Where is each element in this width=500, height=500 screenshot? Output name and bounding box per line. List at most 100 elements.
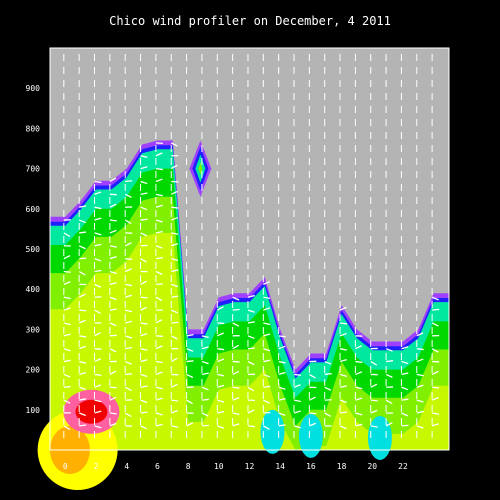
wind-barb — [78, 293, 86, 298]
wind-barb — [124, 386, 132, 391]
wind-barb — [140, 373, 148, 378]
wind-barb — [431, 322, 439, 327]
wind-barb — [125, 258, 133, 261]
wind-barb — [171, 258, 179, 262]
wind-barb — [155, 319, 163, 324]
wind-barb — [140, 232, 148, 237]
wind-barb — [339, 322, 348, 325]
wind-barb — [78, 245, 86, 250]
x-tick-label: 14 — [275, 462, 285, 471]
wind-barb — [124, 219, 132, 225]
y-tick-label: 300 — [26, 325, 41, 334]
wind-barb — [170, 335, 178, 340]
wind-barb — [125, 180, 133, 183]
wind-barb — [278, 398, 286, 401]
wind-barb — [263, 333, 271, 337]
wind-barb — [155, 423, 163, 427]
wind-barb — [140, 425, 148, 430]
wind-barb — [140, 280, 148, 285]
wind-barb — [432, 308, 440, 311]
wind-barb — [63, 348, 71, 352]
wind-barb — [63, 296, 71, 300]
wind-barb — [78, 319, 86, 324]
wind-barb — [370, 360, 378, 366]
cyan-pocket — [367, 415, 392, 460]
wind-barb — [385, 422, 393, 427]
wind-barb — [355, 386, 363, 390]
wind-barb — [431, 396, 439, 401]
wind-barb — [401, 412, 409, 417]
wind-barb — [79, 309, 87, 312]
wind-barb — [186, 360, 194, 363]
wind-barb — [401, 386, 409, 391]
wind-barb — [140, 411, 148, 414]
wind-barb — [278, 335, 286, 338]
wind-barb — [217, 410, 225, 414]
wind-barb — [140, 306, 148, 311]
shading-layers — [37, 140, 449, 490]
wind-barb — [339, 373, 347, 377]
wind-barb — [94, 410, 102, 414]
wind-barb — [155, 152, 163, 157]
wind-barb — [186, 373, 194, 379]
wind-barb — [171, 425, 179, 428]
wind-barb — [109, 255, 117, 260]
x-tick-label: 4 — [124, 462, 129, 471]
wind-barb — [216, 306, 224, 311]
wind-barb — [324, 386, 332, 391]
wind-barb — [278, 345, 286, 350]
wind-barb — [171, 399, 179, 402]
wind-barb — [201, 398, 209, 401]
wind-barb — [232, 386, 240, 389]
isolated-cell-ring — [198, 162, 203, 175]
wind-barb — [78, 386, 87, 390]
wind-barb — [263, 399, 270, 404]
wind-barb — [140, 218, 148, 221]
wind-barb — [109, 334, 117, 337]
wind-barb — [293, 373, 302, 376]
wind-barb — [109, 296, 117, 301]
y-tick-label: 200 — [26, 366, 41, 375]
wind-barb — [171, 409, 179, 414]
wind-barb — [186, 333, 194, 337]
wind-barb — [63, 399, 71, 404]
wind-barb — [94, 217, 102, 221]
wind-barb — [78, 219, 86, 224]
wind-barb — [263, 359, 271, 363]
wind-barb — [124, 268, 132, 273]
wind-barb — [94, 399, 102, 403]
wind-barb — [339, 399, 347, 404]
wind-barb — [339, 385, 348, 388]
wind-barb — [217, 358, 225, 363]
wind-barb — [125, 320, 133, 324]
wind-barb — [201, 412, 209, 417]
wind-barb — [171, 321, 179, 324]
wind-barb — [109, 245, 117, 248]
wind-barb — [94, 373, 102, 377]
wind-barb — [232, 370, 240, 376]
x-axis-ticks: 0 2 4 6 8 10 12 14 16 18 20 22 — [63, 462, 408, 471]
wind-barb — [78, 412, 86, 417]
wind-barb — [186, 348, 194, 352]
wind-barb — [263, 281, 271, 285]
wind-barb — [170, 383, 178, 388]
wind-barb — [324, 372, 332, 376]
cyan-pocket — [260, 409, 285, 454]
wind-barb — [201, 372, 209, 376]
wind-barb — [109, 348, 117, 353]
x-tick-label: 16 — [306, 462, 316, 471]
wind-barb — [416, 348, 424, 351]
wind-barb — [155, 204, 163, 208]
wind-barb — [247, 425, 255, 428]
wind-barb — [386, 360, 394, 363]
wind-barb — [125, 283, 133, 287]
x-tick-label: 2 — [94, 462, 99, 471]
x-tick-label: 22 — [398, 462, 408, 471]
wind-barb — [155, 193, 163, 197]
wind-barb — [263, 307, 271, 311]
wind-barb — [385, 348, 393, 352]
wind-barb — [355, 371, 363, 376]
wind-barb — [140, 166, 148, 170]
wind-barb — [63, 359, 71, 363]
wind-barb — [217, 399, 225, 403]
